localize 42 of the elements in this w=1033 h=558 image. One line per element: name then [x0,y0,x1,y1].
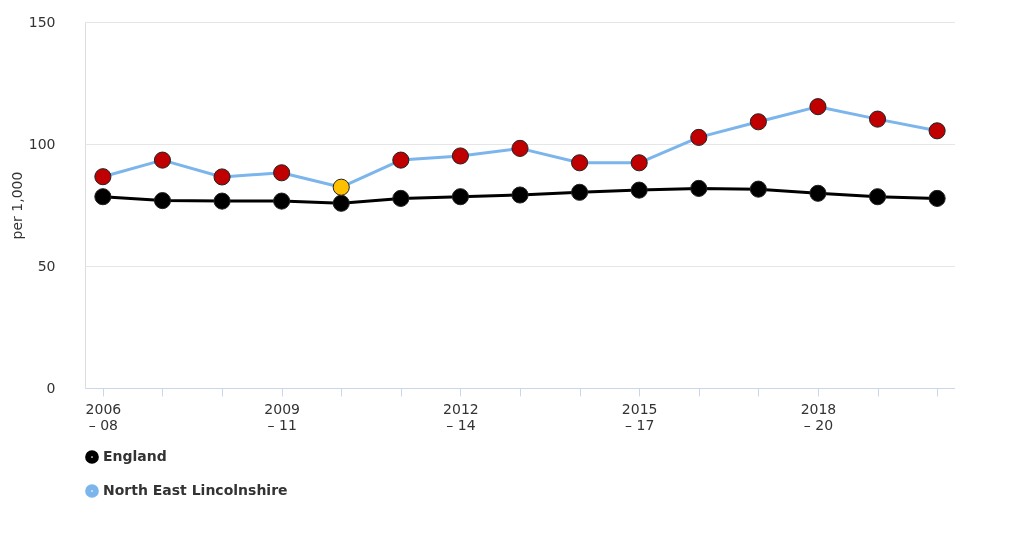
point [511,139,529,157]
y-tick-label: 100 [28,135,56,152]
point [630,181,648,199]
point [749,113,767,131]
point [451,147,469,165]
point [571,183,589,201]
point [213,168,231,186]
legend-label: North East Lincolnshire [103,482,288,498]
point [273,164,291,182]
point [630,154,648,172]
y-tick-label: 50 [37,257,56,274]
point [690,179,708,197]
point [571,154,589,172]
point [392,189,410,207]
legend-label: England [103,448,167,464]
y-axis-title: per 1,000 [8,171,25,240]
point [153,192,172,210]
point [809,184,827,202]
point [273,192,291,210]
x-tick-label: 2009 – 11 [264,400,300,433]
point [690,128,708,146]
point [332,178,350,196]
point [868,110,887,128]
point [213,192,231,210]
point [392,151,410,169]
point [94,188,112,206]
point [868,188,887,206]
y-tick-label: 150 [28,13,56,30]
point [749,180,767,198]
x-tick-label: 2015 – 17 [621,400,658,433]
point [928,122,946,140]
point [809,98,827,116]
x-tick-label: 2006 – 08 [85,400,122,433]
point [94,168,112,186]
x-tick-label: 2018 – 20 [800,400,837,433]
point [928,189,946,207]
point [153,151,172,169]
point [332,194,350,212]
point [451,188,469,206]
x-tick-label: 2012 – 14 [443,400,479,433]
y-tick-label: 0 [46,379,56,396]
point [511,186,529,204]
